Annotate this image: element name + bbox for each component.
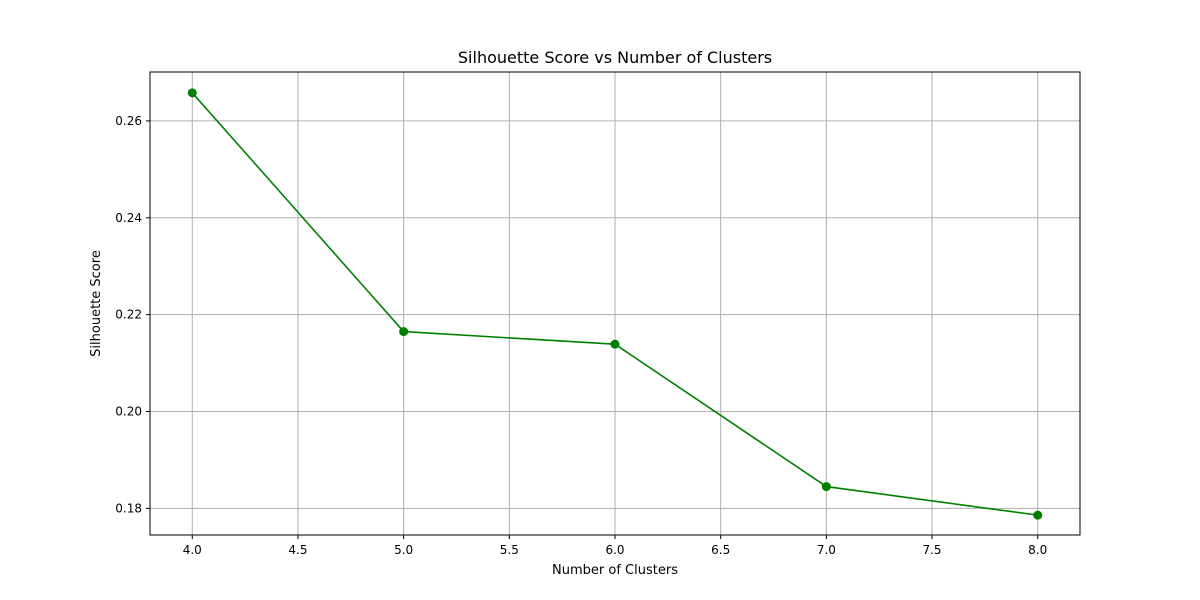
data-point: [399, 327, 409, 337]
data-point: [1033, 510, 1043, 520]
data-point: [821, 482, 831, 492]
x-tick-label: 4.5: [288, 543, 307, 557]
x-tick-label: 4.0: [183, 543, 202, 557]
ticks: 4.0 4.5 5.0 5.5 6.0 6.5 7.0 7.5 8.0 0.18 0.20 0.22 0…: [115, 114, 1047, 557]
chart-title: Silhouette Score vs Number of Clusters: [458, 48, 772, 67]
x-tick-label: 8.0: [1028, 543, 1047, 557]
x-axis-label: Number of Clusters: [552, 563, 678, 578]
data-point: [187, 88, 197, 98]
x-tick-label: 5.5: [500, 543, 519, 557]
y-tick-label: 0.24: [115, 211, 142, 225]
x-tick-label: 6.5: [711, 543, 730, 557]
x-tick-label: 5.0: [394, 543, 413, 557]
y-tick-label: 0.26: [115, 114, 142, 128]
y-tick-label: 0.20: [115, 405, 142, 419]
x-tick-label: 6.0: [605, 543, 624, 557]
x-tick-label: 7.0: [817, 543, 836, 557]
y-axis-label: Silhouette Score: [89, 250, 104, 357]
grid: [150, 72, 1080, 535]
y-tick-label: 0.18: [115, 501, 142, 515]
y-tick-label: 0.22: [115, 308, 142, 322]
x-tick-label: 7.5: [922, 543, 941, 557]
series-layer: [187, 88, 1043, 520]
data-point: [610, 339, 620, 349]
